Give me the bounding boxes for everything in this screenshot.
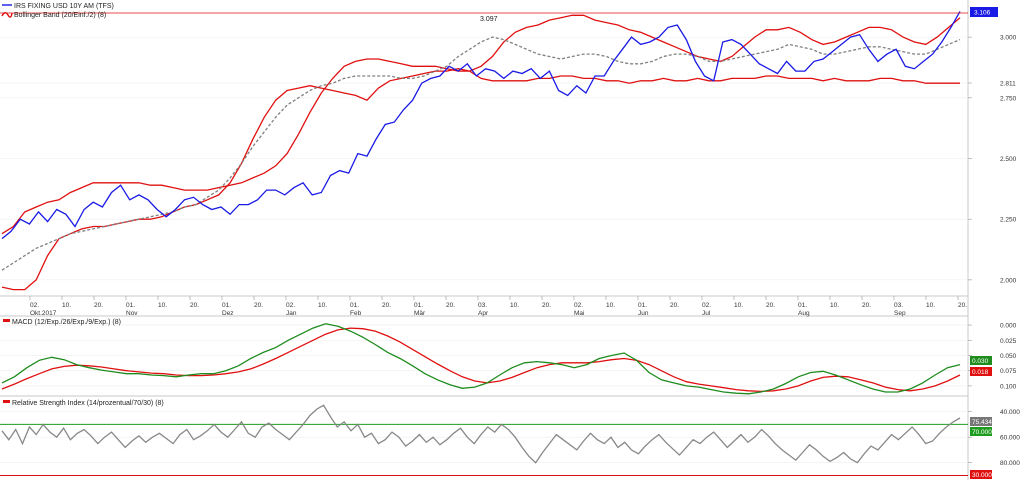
date-tick-month: Mär (414, 310, 426, 317)
bollinger-middle-line (1, 36, 961, 271)
date-tick-day: 20. (382, 302, 391, 309)
rsi-grid (0, 411, 968, 463)
rsi-value-badge: 75.434 (970, 417, 992, 426)
macd-y-tick-label: 0.000 (1000, 323, 1017, 330)
main-series-layer (1, 11, 961, 291)
date-tick-day: 20. (542, 302, 551, 309)
date-tick-day: 02. (702, 302, 711, 309)
date-tick-day: 10. (62, 302, 71, 309)
date-tick-day: 20. (254, 302, 263, 309)
date-tick-day: 01. (126, 302, 135, 309)
bollinger-upper-line (1, 14, 961, 235)
price-legend-label: IRS FIXING USD 10Y AM (TFS) (14, 3, 114, 10)
main-legend: IRS FIXING USD 10Y AM (TFS) Bollinger Ba… (1, 3, 114, 19)
main-y-tick-label: 2.750 (1000, 95, 1017, 102)
macd-line (1, 323, 961, 395)
rsi-y-tick-label: 40.000 (1000, 409, 1020, 416)
date-tick-day: 20. (766, 302, 775, 309)
main-y-tick-label: 2.250 (1000, 217, 1017, 224)
date-tick-day: 02. (286, 302, 295, 309)
date-tick-day: 20. (446, 302, 455, 309)
rsi-legend-swatch (3, 400, 10, 403)
rsi-y-axis: 80.000 60.000 40.000 (968, 409, 1020, 467)
date-tick-day: 20. (862, 302, 871, 309)
date-tick-day: 01. (222, 302, 231, 309)
date-tick-day: 10. (926, 302, 935, 309)
date-tick-month: Nov (126, 310, 138, 317)
signal-value-badge: 0.018 (970, 367, 992, 376)
date-tick-day: 01. (798, 302, 807, 309)
macd-value-text: 0.030 (972, 358, 989, 365)
date-tick-month: Jul (702, 310, 711, 317)
rsi-y-tick-label: 60.000 (1000, 435, 1020, 442)
macd-y-tick-label: 0.025 (1000, 338, 1017, 345)
date-tick-day: 02. (30, 302, 39, 309)
macd-legend: MACD (12/Exp./26/Exp./9/Exp.) (8) (3, 319, 121, 326)
date-tick-day: 01. (638, 302, 647, 309)
date-tick-day: 03. (478, 302, 487, 309)
date-tick-day: 20. (94, 302, 103, 309)
date-tick-month: Okt.2017 (30, 310, 57, 317)
date-tick-month: Aug (798, 310, 810, 317)
rsi-upper-text: 70.000 (972, 429, 992, 436)
bollinger-icon (1, 12, 13, 18)
rsi-legend-label: Relative Strength Index (14/prozentual/7… (12, 400, 164, 407)
main-y-tick-label: 2.811 (1000, 81, 1016, 88)
date-tick-day: 20. (670, 302, 679, 309)
date-tick-day: 10. (158, 302, 167, 309)
date-tick-month: Jun (638, 310, 649, 317)
date-tick-day: 10. (510, 302, 519, 309)
rsi-lower-text: 30.000 (972, 472, 992, 479)
main-grid (0, 36, 968, 281)
main-y-tick-label: 2.500 (1000, 156, 1017, 163)
date-tick-month: Jan (286, 310, 297, 317)
rsi-upper-badge: 70.000 (970, 427, 992, 436)
signal-value-text: 0.018 (972, 369, 989, 376)
main-y-tick-label: 2.000 (1000, 277, 1017, 284)
date-tick-month: Feb (350, 310, 362, 317)
macd-y-tick-label: 0.050 (1000, 353, 1017, 360)
macd-legend-swatch (3, 319, 10, 322)
date-tick-month: Mai (574, 310, 584, 317)
date-tick-day: 01. (414, 302, 423, 309)
rsi-lower-badge: 30.000 (970, 470, 992, 479)
main-y-axis: 3.000 2.811 2.750 2.500 2.250 2.000 (968, 35, 1017, 284)
bollinger-legend-label: Bollinger Band (20/Einf./2) (8) (14, 12, 106, 19)
rsi-value-text: 75.434 (972, 419, 992, 426)
date-tick-month: Dez (222, 310, 234, 317)
date-tick-day: 10. (830, 302, 839, 309)
macd-grid (0, 324, 968, 387)
macd-y-tick-label: 0.075 (1000, 368, 1017, 375)
main-price-panel (0, 0, 968, 296)
date-tick-day: 01. (350, 302, 359, 309)
date-tick-day: 03. (894, 302, 903, 309)
macd-value-badge: 0.030 (970, 356, 992, 365)
last-value-badge: 3.106 (970, 7, 998, 17)
rsi-y-tick-label: 80.000 (1000, 460, 1020, 467)
macd-series-layer (1, 323, 961, 395)
date-tick-day: 10. (318, 302, 327, 309)
bollinger-lower-line (1, 68, 960, 291)
main-y-tick-label: 3.000 (1000, 35, 1017, 42)
date-tick-day: 10. (734, 302, 743, 309)
macd-signal-line (1, 327, 961, 393)
price-line (1, 11, 961, 240)
date-tick-day: 20. (958, 302, 967, 309)
date-tick-day: 20. (190, 302, 199, 309)
rsi-line (1, 404, 961, 464)
date-tick-month: Sep (894, 310, 906, 317)
last-value-text: 3.106 (974, 10, 991, 17)
date-tick-month: Apr (478, 310, 489, 317)
rsi-series-layer (0, 404, 968, 476)
rsi-legend: Relative Strength Index (14/prozentual/7… (3, 400, 164, 407)
macd-y-tick-label: 0.100 (1000, 383, 1017, 390)
date-tick-day: 02. (574, 302, 583, 309)
macd-legend-label: MACD (12/Exp./26/Exp./9/Exp.) (8) (12, 319, 121, 326)
date-tick-day: 10. (606, 302, 615, 309)
reference-hline-label: 3.097 (480, 16, 498, 23)
